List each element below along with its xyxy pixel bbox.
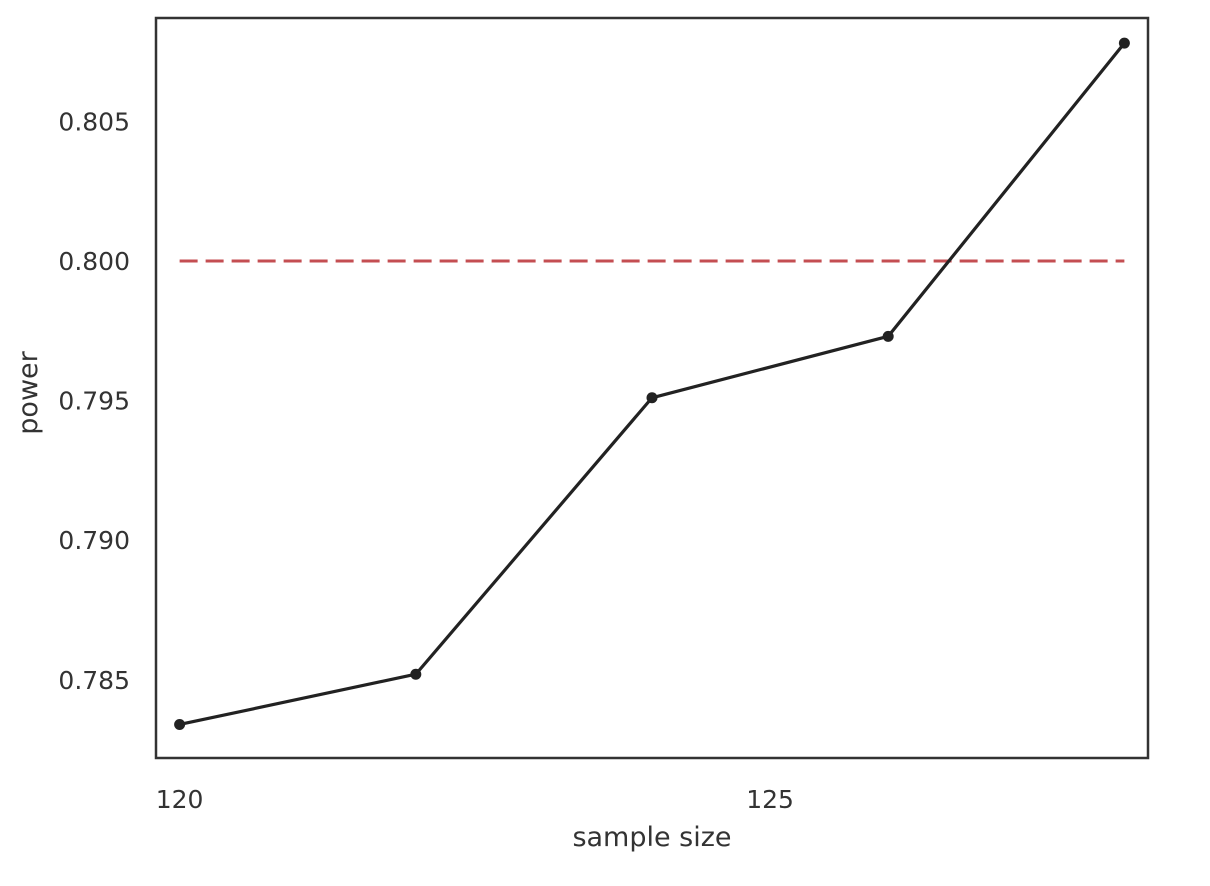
x-tick-label: 125 [746, 785, 794, 814]
x-tick-label: 120 [156, 785, 204, 814]
data-point [410, 668, 422, 680]
y-tick-label: 0.785 [58, 666, 130, 695]
data-point [882, 330, 894, 342]
data-point [646, 392, 658, 404]
x-axis-label: sample size [572, 822, 731, 853]
plot-frame [154, 16, 1150, 760]
plot-background [156, 18, 1148, 758]
x-tick-labels: 120 125 [156, 785, 794, 814]
y-tick-label: 0.805 [58, 107, 130, 136]
y-tick-label: 0.800 [58, 247, 130, 276]
y-tick-labels: 0.785 0.790 0.795 0.800 0.805 [58, 107, 130, 694]
data-point [174, 718, 186, 730]
y-axis-label: power [13, 350, 44, 434]
data-point [1118, 37, 1130, 49]
series-group [174, 37, 1130, 730]
y-tick-label: 0.790 [58, 526, 130, 555]
y-tick-label: 0.795 [58, 387, 130, 416]
